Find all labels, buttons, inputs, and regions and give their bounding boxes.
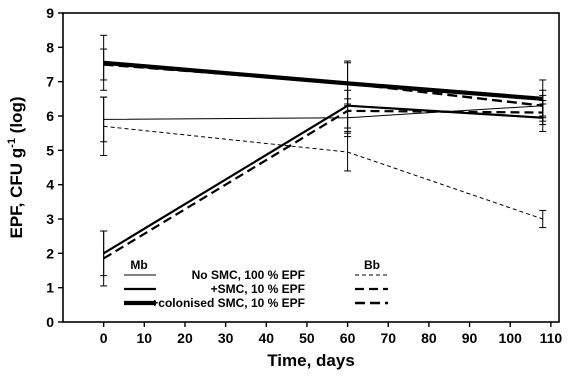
x-tick-label: 60 [340, 330, 356, 346]
x-tick-label: 50 [299, 330, 315, 346]
x-tick-label: 30 [218, 330, 234, 346]
y-axis-title: EPF, CFU g-1 (log) [6, 97, 26, 239]
series-line [103, 63, 543, 107]
y-tick-label: 6 [46, 108, 54, 124]
y-tick-label: 3 [46, 211, 54, 227]
series-line [103, 60, 543, 101]
x-tick-label: 0 [100, 330, 108, 346]
y-tick-label: 2 [46, 245, 54, 261]
series-mb-1 [100, 82, 547, 277]
series-layer [100, 34, 547, 287]
y-axis-title-superscript: -1 [6, 138, 18, 148]
x-tick-label: 100 [499, 330, 523, 346]
x-tick-label: 20 [177, 330, 193, 346]
legend-header-bb: Bb [364, 258, 380, 272]
x-tick-label: 10 [137, 330, 153, 346]
x-tick-label: 70 [380, 330, 396, 346]
series-bb-2 [100, 48, 547, 122]
series-bb-0 [100, 96, 547, 229]
x-tick-label: 40 [258, 330, 274, 346]
x-tick-label: 80 [421, 330, 437, 346]
y-tick-label: 0 [46, 314, 54, 330]
legend-label: No SMC, 100 % EPF [192, 268, 305, 282]
y-tick-label: 9 [46, 5, 54, 21]
x-tick-label: 110 [540, 330, 563, 346]
legend-label: +colonised SMC, 10 % EPF [151, 296, 305, 310]
series-mb-2 [100, 34, 547, 119]
y-tick-label: 8 [46, 39, 54, 55]
legend-label: +SMC, 10 % EPF [211, 282, 305, 296]
legend: Mb Bb No SMC, 100 % EPF+SMC, 10 % EPF+colo… [124, 258, 388, 310]
y-tick-label: 4 [46, 177, 54, 193]
y-axis-title-tail: (log) [7, 97, 26, 139]
x-tick-label: 90 [462, 330, 478, 346]
y-tick-label: 5 [46, 142, 54, 158]
series-line [103, 125, 543, 220]
legend-header-mb: Mb [130, 258, 147, 272]
y-tick-label: 1 [46, 280, 54, 296]
plot-frame [62, 12, 560, 323]
y-axis-title-main: EPF, CFU g [7, 148, 26, 239]
series-line [103, 104, 543, 255]
x-axis-title: Time, days [267, 351, 355, 370]
series-mb-0 [100, 94, 547, 143]
y-tick-label: 7 [46, 74, 54, 90]
